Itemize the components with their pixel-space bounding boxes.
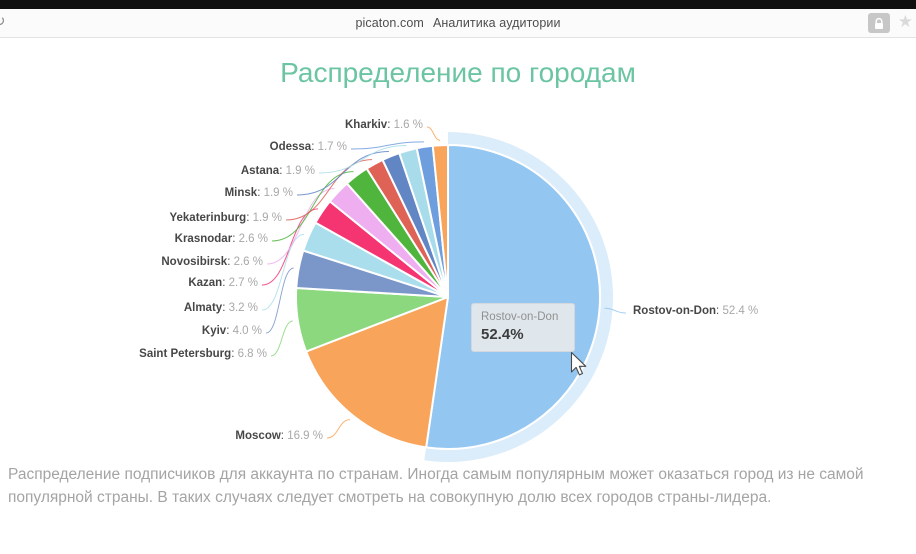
window-top-strip	[0, 0, 916, 9]
lock-button[interactable]	[868, 13, 890, 33]
label-connector	[350, 141, 424, 150]
chart-description: Распределение подписчиков для аккаунта п…	[8, 466, 864, 507]
pie-label-almaty: Almaty: 3.2 %	[183, 302, 258, 314]
pie-slice-krasnodar[interactable]	[345, 167, 449, 298]
label-connector	[265, 267, 294, 334]
pie-slice-kharkiv[interactable]	[431, 143, 449, 298]
pie-label-kazan: Kazan: 2.7 %	[188, 277, 258, 289]
label-connector	[326, 419, 351, 439]
address-bar[interactable]: picaton.com Аналитика аудитории	[355, 16, 560, 30]
chart-tooltip: Rostov-on-Don 52.4%	[471, 303, 575, 352]
pie-slice-kyiv[interactable]	[295, 249, 449, 298]
pie-slice-saint-petersburg[interactable]	[295, 286, 449, 353]
tooltip-value: 52.4%	[481, 326, 524, 343]
lock-icon	[875, 17, 883, 29]
pie-label-astana: Astana: 1.9 %	[240, 165, 315, 177]
refresh-icon[interactable]: ↻	[0, 12, 6, 30]
address-host: picaton.com	[355, 16, 424, 30]
tooltip-series-name: Rostov-on-Don	[481, 311, 559, 323]
browser-toolbar: ↻ picaton.com Аналитика аудитории ★	[0, 9, 916, 38]
label-connector	[604, 307, 627, 314]
pie-label-kharkiv: Kharkiv: 1.6 %	[345, 119, 423, 131]
pie-label-novosibirsk: Novosibirsk: 2.6 %	[161, 256, 263, 268]
pie-label-saint-petersburg: Saint Petersburg: 6.8 %	[139, 348, 267, 360]
pie-slice-yekaterinburg[interactable]	[365, 158, 449, 298]
label-connector	[426, 126, 441, 141]
bookmark-star-icon[interactable]: ★	[897, 12, 913, 31]
pie-label-moscow: Moscow: 16.9 %	[235, 430, 323, 442]
mouse-cursor-icon	[570, 351, 587, 376]
label-connector	[271, 171, 354, 242]
chart-title: Распределение по городам	[280, 57, 636, 88]
label-connector	[261, 233, 305, 311]
pie-slice-astana[interactable]	[398, 147, 449, 298]
pie-label-krasnodar: Krasnodar: 2.6 %	[174, 233, 268, 245]
pie-label-yekaterinburg: Yekaterinburg: 1.9 %	[169, 212, 282, 224]
pie-slice-almaty[interactable]	[302, 221, 449, 298]
pie-slice-moscow[interactable]	[304, 295, 450, 449]
pie-slice-novosibirsk[interactable]	[328, 182, 449, 298]
pie-label-minsk: Minsk: 1.9 %	[224, 187, 293, 199]
address-page-title: Аналитика аудитории	[432, 16, 561, 30]
pie-slice-odessa[interactable]	[415, 144, 449, 298]
slice-halo	[424, 132, 613, 462]
pie-label-kyiv: Kyiv: 4.0 %	[201, 325, 262, 337]
pie-label-rostov-on-don: Rostov-on-Don: 52.4 %	[633, 305, 759, 317]
pie-label-odessa: Odessa: 1.7 %	[269, 141, 347, 153]
pie-slice-kazan[interactable]	[314, 199, 449, 298]
pie-slice-minsk[interactable]	[381, 151, 449, 298]
label-connector	[270, 320, 294, 357]
pie-slice-rostov-on-don[interactable]	[425, 143, 601, 450]
